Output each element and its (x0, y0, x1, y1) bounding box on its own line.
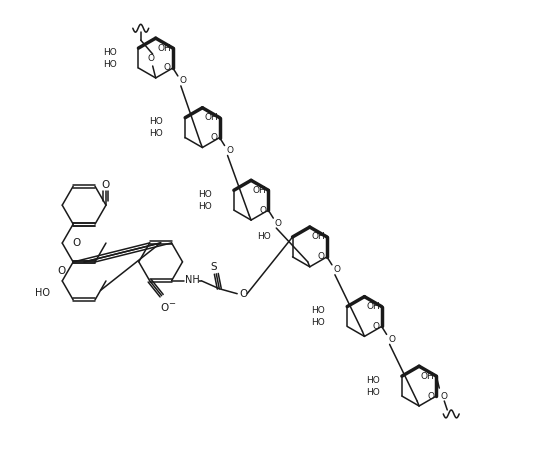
Text: O: O (239, 289, 247, 299)
Text: HO: HO (35, 288, 50, 298)
Text: NH: NH (185, 275, 200, 285)
Text: O: O (102, 180, 110, 190)
Text: O: O (179, 76, 186, 85)
Text: O: O (441, 392, 448, 401)
Text: O: O (372, 322, 379, 331)
Text: O: O (57, 266, 65, 276)
Text: S: S (210, 262, 217, 272)
Text: OH: OH (311, 233, 325, 242)
Text: HO: HO (366, 376, 380, 385)
Text: O: O (226, 146, 233, 155)
Text: HO: HO (103, 47, 117, 57)
Text: HO: HO (198, 202, 212, 211)
Text: OH: OH (421, 371, 434, 381)
Text: O: O (275, 219, 282, 227)
Text: OH: OH (366, 302, 380, 311)
Text: O: O (160, 303, 169, 313)
Text: O: O (333, 265, 340, 274)
Text: O: O (147, 53, 154, 62)
Text: HO: HO (311, 318, 325, 327)
Text: OH: OH (204, 113, 218, 122)
Text: OH: OH (253, 186, 266, 195)
Text: HO: HO (150, 117, 163, 126)
Text: O: O (164, 63, 171, 73)
Text: OH: OH (157, 44, 171, 53)
Text: O: O (388, 335, 395, 344)
Text: HO: HO (366, 387, 380, 397)
Text: −: − (168, 299, 175, 308)
Text: HO: HO (257, 233, 271, 242)
Text: O: O (259, 205, 266, 215)
Text: HO: HO (150, 129, 163, 138)
Text: O: O (427, 392, 434, 401)
Text: O: O (318, 252, 325, 261)
Text: HO: HO (311, 306, 325, 315)
Text: HO: HO (103, 60, 117, 68)
Text: O: O (72, 238, 80, 248)
Text: O: O (210, 133, 218, 142)
Text: HO: HO (198, 190, 212, 199)
